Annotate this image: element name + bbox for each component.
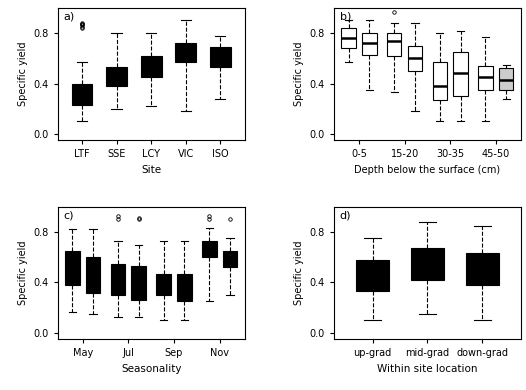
PathPatch shape (408, 46, 422, 71)
X-axis label: Depth below the surface (cm): Depth below the surface (cm) (355, 165, 500, 175)
X-axis label: Site: Site (141, 165, 161, 175)
PathPatch shape (156, 274, 171, 295)
PathPatch shape (65, 251, 79, 285)
PathPatch shape (387, 33, 401, 56)
PathPatch shape (111, 264, 125, 295)
PathPatch shape (132, 266, 146, 300)
PathPatch shape (478, 66, 493, 90)
Text: a): a) (64, 12, 75, 22)
PathPatch shape (86, 257, 100, 292)
PathPatch shape (222, 251, 237, 267)
Text: c): c) (64, 211, 74, 221)
PathPatch shape (356, 260, 389, 291)
Text: b): b) (340, 12, 351, 22)
PathPatch shape (202, 241, 217, 257)
PathPatch shape (341, 28, 356, 48)
PathPatch shape (499, 68, 513, 90)
PathPatch shape (466, 254, 499, 285)
PathPatch shape (432, 62, 447, 100)
Y-axis label: Specific yield: Specific yield (18, 241, 28, 305)
Y-axis label: Specific yield: Specific yield (294, 241, 304, 305)
PathPatch shape (72, 83, 93, 105)
PathPatch shape (175, 43, 196, 62)
PathPatch shape (177, 274, 191, 301)
PathPatch shape (141, 56, 161, 77)
PathPatch shape (210, 47, 231, 67)
PathPatch shape (106, 67, 127, 86)
X-axis label: Seasonality: Seasonality (121, 364, 181, 374)
X-axis label: Within site location: Within site location (377, 364, 478, 374)
PathPatch shape (411, 248, 444, 280)
PathPatch shape (453, 52, 468, 96)
Y-axis label: Specific yield: Specific yield (294, 42, 304, 106)
PathPatch shape (362, 33, 377, 55)
Y-axis label: Specific yield: Specific yield (18, 42, 28, 106)
Text: d): d) (340, 211, 351, 221)
